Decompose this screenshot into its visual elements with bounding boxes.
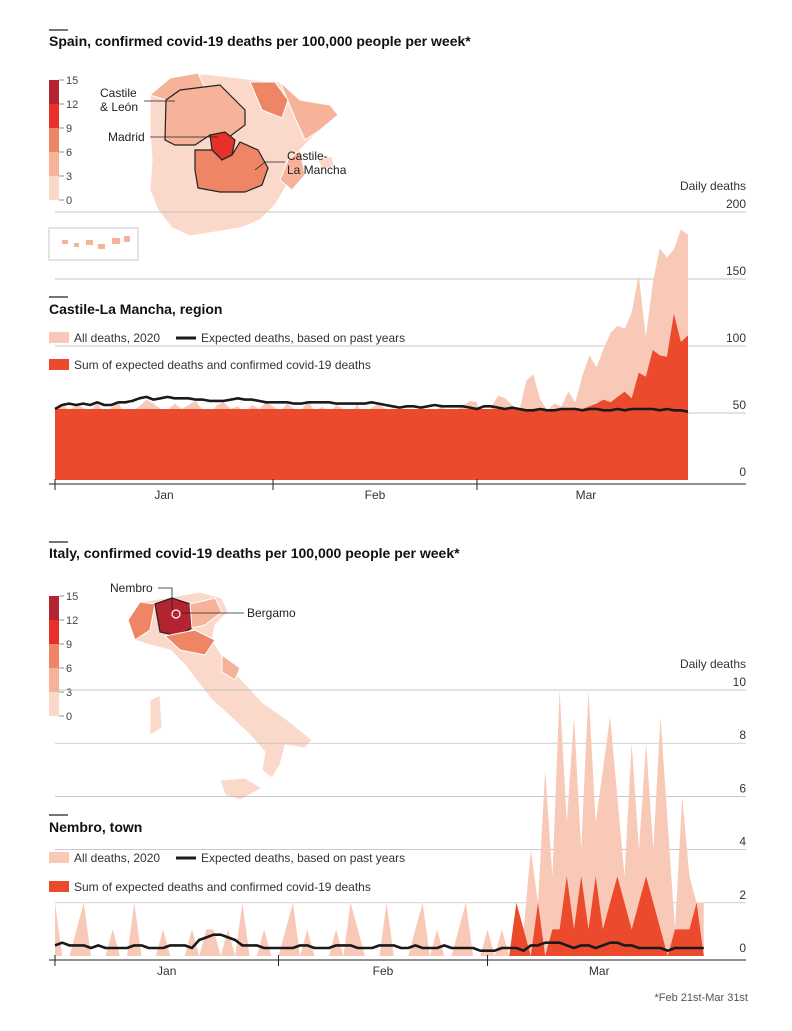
spain-chart-legend: All deaths, 2020 Expected deaths, based … <box>49 331 405 372</box>
canary-islands <box>62 236 130 249</box>
spain-y-axis-unit: Daily deaths <box>680 179 746 193</box>
spain-balearic <box>317 155 335 171</box>
x-tick-label: Mar <box>589 964 610 978</box>
scale-swatch-3-6 <box>49 668 59 692</box>
spain-region-valencia <box>279 149 306 191</box>
scale-tick: 12 <box>66 99 78 111</box>
label-castile-lamancha-2: La Mancha <box>287 163 347 177</box>
italy-map-title: Italy, confirmed covid-19 deaths per 100… <box>49 545 460 561</box>
spain-scale-legend: 15 12 9 6 3 0 <box>49 75 78 207</box>
spain-map-title: Spain, confirmed covid-19 deaths per 100… <box>49 33 471 49</box>
series-area-all-deaths <box>55 690 704 956</box>
italy-chart-legend: All deaths, 2020 Expected deaths, based … <box>49 851 405 894</box>
bergamo-marker <box>171 609 181 619</box>
y-tick-label: 0 <box>739 941 746 955</box>
legend-swatch-all-deaths <box>49 852 69 863</box>
label-nembro: Nembro <box>110 581 153 595</box>
scale-tick: 3 <box>66 171 72 183</box>
legend-expected: Expected deaths, based on past years <box>201 331 405 345</box>
y-tick-label: 200 <box>726 197 746 211</box>
spain-region-catalonia <box>279 81 339 141</box>
legend-swatch-covid-sum <box>49 881 69 892</box>
y-tick-label: 150 <box>726 264 746 278</box>
italy-map <box>127 591 313 801</box>
scale-tick: 3 <box>66 687 72 699</box>
scale-swatch-6-9 <box>49 644 59 668</box>
y-tick-label: 4 <box>739 835 746 849</box>
scale-tick: 6 <box>66 147 72 159</box>
scale-tick: 15 <box>66 75 78 87</box>
legend-all-deaths: All deaths, 2020 <box>74 331 160 345</box>
legend-swatch-covid-sum <box>49 359 69 370</box>
legend-all-deaths: All deaths, 2020 <box>74 851 160 865</box>
x-tick-label: Jan <box>157 964 176 978</box>
spain-region-aragon-north <box>249 81 289 119</box>
italy-sicily <box>219 777 264 801</box>
label-castile-leon-1: Castile <box>100 86 137 100</box>
series-area-covid-sum <box>55 876 704 956</box>
region-castile-la-mancha <box>194 141 269 193</box>
scale-swatch-6-9 <box>49 128 59 152</box>
spain-map <box>148 72 339 237</box>
label-castile-lamancha-1: Castile- <box>287 149 328 163</box>
series-line-expected <box>54 933 704 952</box>
label-madrid: Madrid <box>108 130 145 144</box>
scale-tick: 9 <box>66 639 72 651</box>
italy-leader-lines <box>158 587 244 614</box>
scale-tick: 0 <box>66 195 72 207</box>
x-tick-label: Feb <box>365 488 386 502</box>
label-castile-leon-2: & León <box>100 100 138 114</box>
scale-tick: 6 <box>66 663 72 675</box>
legend-covid-sum: Sum of expected deaths and confirmed cov… <box>74 880 371 894</box>
series-line-expected <box>54 395 689 413</box>
spain-chart-title: Castile-La Mancha, region <box>49 301 222 317</box>
italy-y-axis-unit: Daily deaths <box>680 657 746 671</box>
italy-region-marche <box>221 654 241 681</box>
scale-swatch-0-3 <box>49 176 59 200</box>
italy-region-piedmont <box>127 601 156 641</box>
italy-chart-title: Nembro, town <box>49 819 142 835</box>
legend-covid-sum: Sum of expected deaths and confirmed cov… <box>74 358 371 372</box>
region-castile-leon <box>164 84 246 146</box>
x-tick-label: Mar <box>576 488 597 502</box>
series-area-covid-sum <box>55 313 688 480</box>
italy-sardinia <box>149 694 163 736</box>
y-tick-label: 0 <box>739 465 746 479</box>
canary-islands-inset <box>48 227 139 261</box>
y-tick-label: 100 <box>726 331 746 345</box>
label-bergamo: Bergamo <box>247 606 296 620</box>
scale-swatch-9-12 <box>49 104 59 128</box>
scale-tick: 0 <box>66 711 72 723</box>
y-tick-label: 8 <box>739 728 746 742</box>
y-tick-label: 6 <box>739 781 746 795</box>
italy-region-emilia <box>163 629 216 656</box>
spain-leader-lines <box>144 100 285 171</box>
legend-expected: Expected deaths, based on past years <box>201 851 405 865</box>
scale-tick: 12 <box>66 615 78 627</box>
spain-chart: 0 50 100 150 200 Jan Feb Mar <box>49 197 746 502</box>
y-tick-label: 2 <box>739 888 746 902</box>
scale-swatch-9-12 <box>49 620 59 644</box>
scale-swatch-12-15 <box>49 596 59 620</box>
scale-swatch-0-3 <box>49 692 59 716</box>
scale-tick: 15 <box>66 591 78 603</box>
italy-chart: 0 2 4 6 8 10 Jan Feb Mar <box>49 675 746 978</box>
footnote: *Feb 21st-Mar 31st <box>654 992 748 1004</box>
scale-swatch-3-6 <box>49 152 59 176</box>
legend-swatch-all-deaths <box>49 332 69 343</box>
x-tick-label: Feb <box>373 964 394 978</box>
x-tick-label: Jan <box>154 488 173 502</box>
y-tick-label: 50 <box>733 398 747 412</box>
italy-scale-legend: 15 12 9 6 3 0 <box>49 591 78 723</box>
y-tick-label: 10 <box>733 675 747 689</box>
scale-tick: 9 <box>66 123 72 135</box>
scale-swatch-12-15 <box>49 80 59 104</box>
